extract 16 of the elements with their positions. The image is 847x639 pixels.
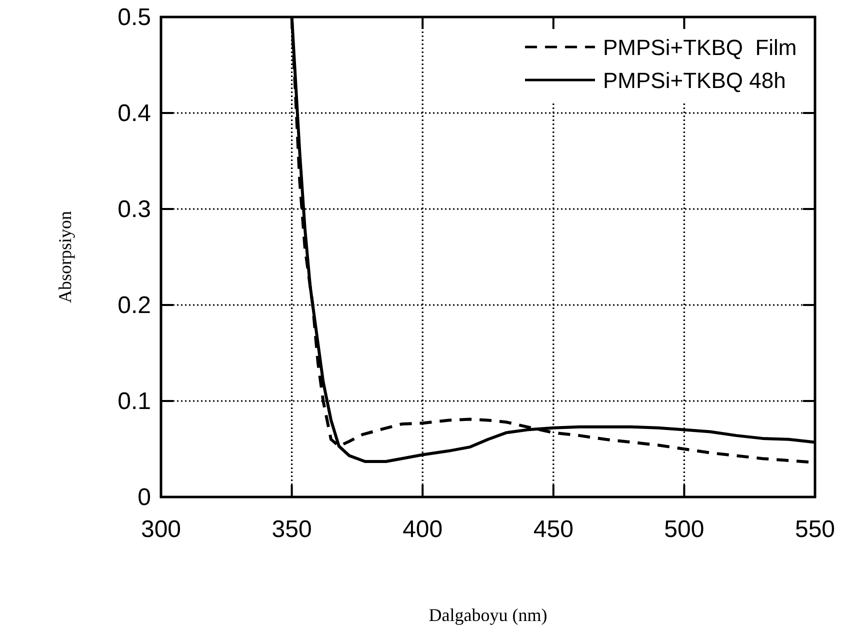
legend-label: PMPSi+TKBQ 48h [603,68,786,93]
legend-label: PMPSi+TKBQ Film [603,35,797,60]
y-tick-label: 0.2 [118,292,151,319]
x-tick-label: 550 [794,516,836,543]
x-tick-label: 500 [664,516,704,543]
x-axis-title: Dalgaboyu (nm) [428,605,548,625]
y-tick-label: 0.5 [118,4,151,31]
y-tick-label: 0 [138,484,151,511]
x-tick-label: 350 [272,516,312,543]
y-tick-label: 0.1 [118,388,151,415]
x-tick-label: 400 [402,516,443,543]
x-tick-label: 450 [533,516,574,543]
y-tick-label: 0.3 [118,196,151,223]
y-tick-label: 0.4 [118,100,151,127]
x-tick-label: 300 [140,516,182,543]
y-axis-title: Absorpsiyon [55,210,75,304]
